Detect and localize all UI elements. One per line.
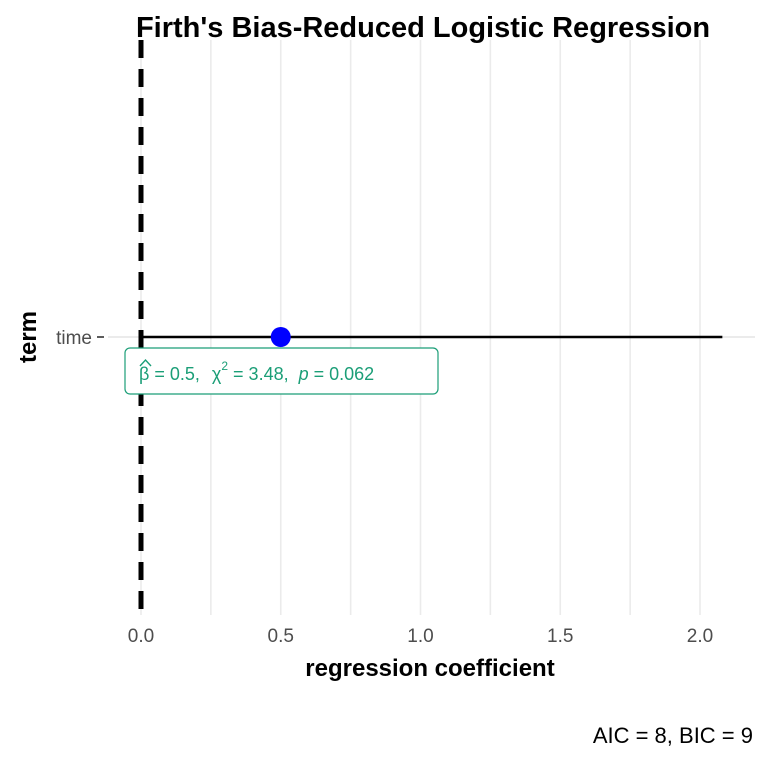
x-tick-label: 0.0 (128, 626, 154, 647)
p-symbol: p (298, 364, 309, 384)
beta-symbol: β (139, 364, 149, 384)
p-value: = 0.062 (309, 364, 375, 384)
x-tick-label: 1.0 (407, 626, 433, 647)
chi-value: = 3.48, (228, 364, 289, 384)
x-tick-label: 2.0 (687, 626, 713, 647)
x-tick-label: 1.5 (547, 626, 573, 647)
x-axis-ticks: 0.0 0.5 1.0 1.5 2.0 (128, 626, 713, 647)
annotations: β = 0.5, χ2 = 3.48, p = 0.062 (124, 347, 439, 395)
caption: AIC = 8, BIC = 9 (593, 723, 753, 748)
beta-hat (139, 358, 152, 367)
x-axis-title: regression coefficient (305, 655, 554, 682)
chi-symbol: χ (212, 364, 222, 384)
y-axis-title: term (15, 311, 42, 363)
annotation-label: β = 0.5, χ2 = 3.48, p = 0.062 (139, 359, 374, 384)
chart-marks (138, 40, 723, 615)
y-tick-label: time (56, 328, 92, 349)
y-axis-ticks: time (56, 328, 104, 349)
chart-title: Firth's Bias-Reduced Logistic Regression (136, 12, 710, 44)
grid-lines (108, 40, 755, 615)
chi-superscript: 2 (221, 359, 228, 373)
beta-value: = 0.5, (149, 364, 200, 384)
x-tick-label: 0.5 (268, 626, 294, 647)
annotation-box (124, 347, 439, 395)
point-estimate (270, 327, 291, 347)
